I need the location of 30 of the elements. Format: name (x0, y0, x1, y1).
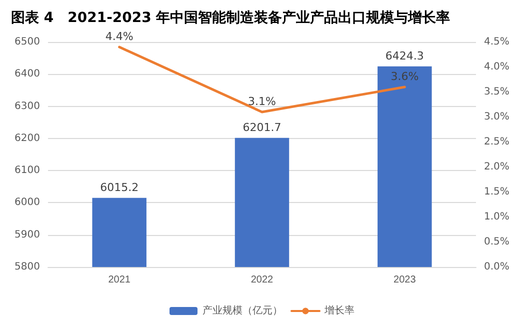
y-tick-label: 6500 (14, 36, 40, 48)
y2-tick-label: 0.5% (484, 236, 510, 248)
y-tick-label: 5800 (14, 262, 40, 272)
y2-tick-label: 4.0% (484, 62, 510, 72)
y2-tick-label: 0.0% (484, 262, 510, 272)
y-tick-label: 6100 (14, 165, 40, 176)
y-tick-label: 6400 (14, 68, 40, 80)
x-tick-label: 2022 (250, 274, 274, 286)
y2-tick-label: 3.0% (484, 112, 510, 122)
chart-title: 图表 4 2021-2023 年中国智能制造装备产业产品出口规模与增长率 (11, 9, 450, 26)
data-label: 4.4% (105, 30, 134, 43)
x-tick-label: 2021 (108, 274, 131, 286)
y2-tick-label: 2.5% (484, 136, 510, 148)
x-tick-label: 2023 (394, 274, 416, 286)
y2-tick-label: 3.5% (484, 86, 510, 98)
y2-tick-label: 2.0% (484, 162, 510, 172)
data-label: 3.6% (390, 70, 419, 83)
y-tick-label: 5900 (14, 229, 40, 240)
y-tick-label: 6300 (14, 100, 40, 112)
data-label: 3.1% (248, 95, 276, 108)
data-label: 6424.3 (385, 49, 424, 62)
y2-tick-label: 4.5% (484, 36, 510, 48)
y2-tick-label: 1.5% (484, 186, 510, 198)
y-tick-label: 6000 (14, 197, 40, 208)
y-tick-label: 6200 (14, 132, 40, 144)
legend-label: 产业规模（亿元） (202, 304, 282, 316)
y2-tick-label: 1.0% (484, 212, 510, 222)
data-label: 6201.7 (242, 120, 282, 134)
data-label: 6015.2 (100, 180, 139, 194)
legend-label: 增长率 (324, 304, 354, 316)
